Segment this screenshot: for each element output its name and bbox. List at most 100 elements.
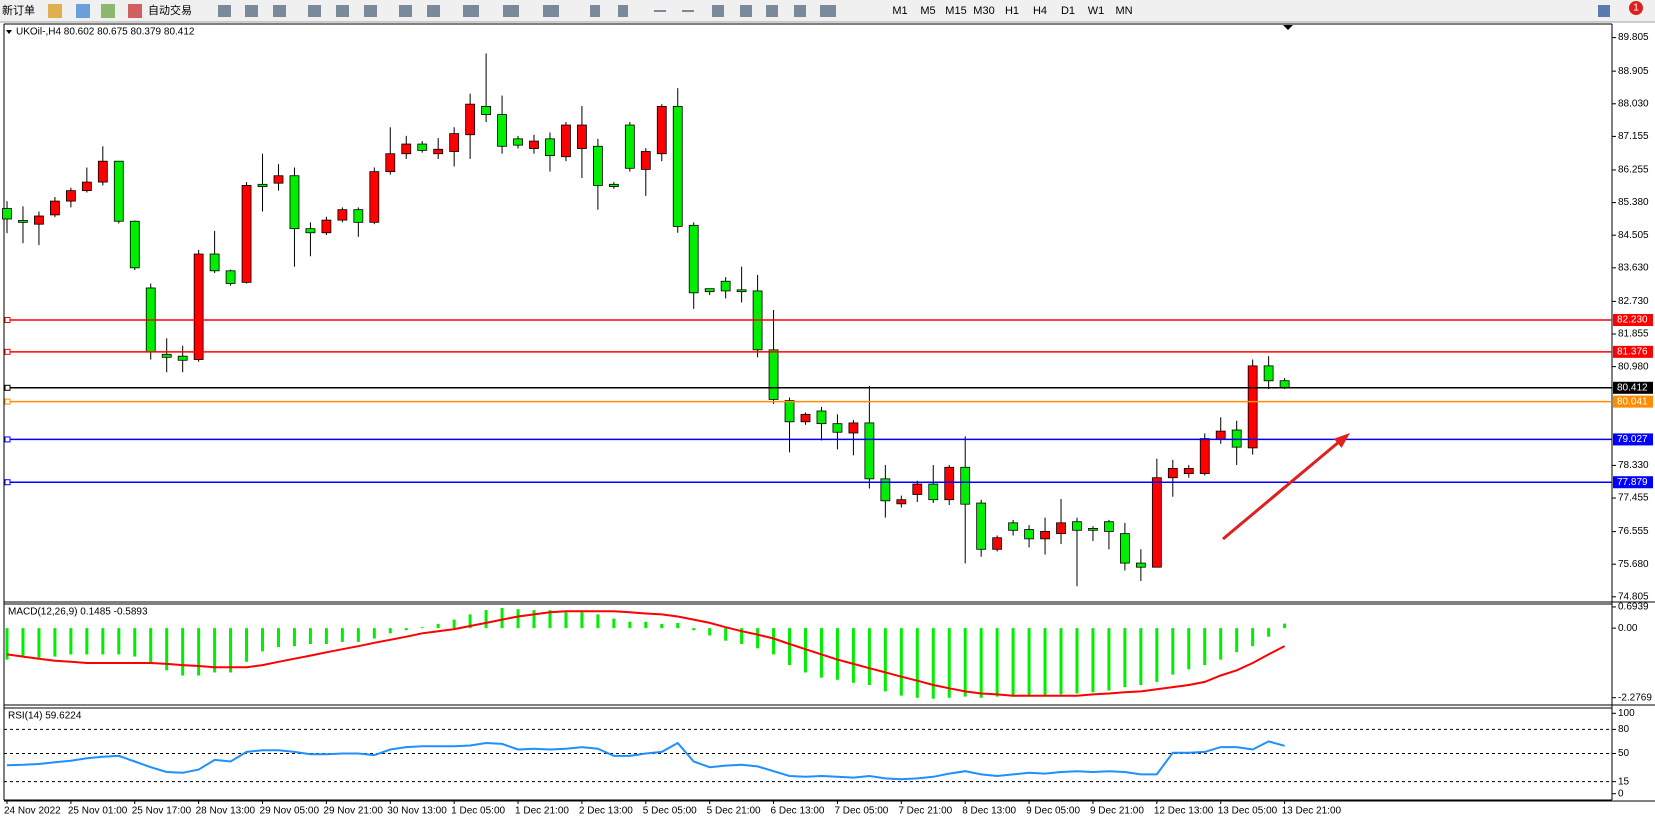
macd-bar	[772, 628, 776, 655]
candle-body	[640, 151, 651, 170]
candle-body	[704, 288, 715, 293]
candle-body	[289, 175, 300, 230]
macd-bar	[436, 623, 440, 629]
macd-bar	[899, 628, 903, 696]
icon	[101, 4, 115, 18]
candle-body	[880, 478, 891, 502]
candle-body	[273, 175, 284, 184]
candle-body	[1104, 521, 1114, 532]
macd-bar	[1219, 628, 1223, 660]
x-tick-label: 6 Dec 13:00	[771, 806, 825, 817]
macd-bar	[1011, 628, 1015, 697]
macd-bar	[612, 618, 616, 629]
candle-body	[353, 209, 364, 223]
macd-bar	[101, 628, 105, 655]
macd-bar	[420, 627, 424, 629]
macd-bar	[1043, 628, 1047, 696]
candle-body	[225, 270, 236, 284]
candle-body	[656, 105, 667, 155]
candle-body	[992, 537, 1003, 550]
macd-bar	[548, 610, 552, 629]
timeframe-button[interactable]: W1	[1088, 5, 1105, 17]
y-tick-label: 15	[1618, 776, 1630, 787]
candle-body	[2, 208, 12, 220]
indicator-label: UKOil-,H4 80.602 80.675 80.379 80.412	[16, 27, 195, 38]
macd-bar	[484, 610, 488, 629]
y-tick-label: 75.680	[1618, 559, 1649, 570]
candle-body	[1040, 531, 1050, 540]
candle-body	[912, 483, 923, 495]
timeframe-button[interactable]: H4	[1033, 5, 1047, 17]
macd-bar	[644, 621, 648, 629]
macd-bar	[1155, 628, 1159, 682]
price-level-tag	[1613, 433, 1653, 446]
indicator-line	[6, 740, 1285, 781]
new-order-button[interactable]: 新订单	[2, 3, 35, 17]
timeframe-button[interactable]: M30	[973, 5, 994, 17]
timeframe-button[interactable]: M15	[945, 5, 966, 17]
macd-bar	[1027, 628, 1031, 696]
search-icon[interactable]	[1598, 5, 1610, 17]
y-tick-label: 83.630	[1618, 262, 1649, 273]
price-level-handle	[4, 348, 11, 355]
candle-body	[832, 423, 843, 433]
macd-bar	[1171, 628, 1175, 675]
candle-body	[976, 502, 987, 550]
macd-bar	[53, 628, 57, 657]
y-tick-label: 77.455	[1618, 493, 1649, 504]
candle-body	[736, 289, 747, 293]
macd-bar	[756, 628, 760, 649]
macd-bar	[21, 628, 25, 657]
y-tick-label: 87.155	[1618, 131, 1649, 142]
candle-body	[321, 219, 332, 234]
candle-body	[768, 349, 779, 400]
y-tick-label: 88.905	[1618, 66, 1649, 77]
macd-bar	[628, 621, 632, 629]
macd-bar	[404, 628, 408, 631]
macd-bar	[165, 628, 169, 671]
candle-body	[1120, 533, 1130, 564]
candle-body	[800, 413, 811, 423]
candle-body	[1183, 467, 1194, 475]
x-tick-label: 13 Dec 05:00	[1218, 806, 1278, 817]
macd-bar	[37, 628, 41, 658]
macd-bar	[883, 628, 887, 692]
macd-bar	[1059, 628, 1063, 695]
candle-body	[34, 215, 44, 225]
y-tick-label: 76.555	[1618, 526, 1649, 537]
macd-bar	[500, 607, 504, 629]
timeframe-button[interactable]: H1	[1005, 5, 1019, 17]
macd-bar	[788, 628, 792, 666]
macd-bar	[740, 628, 744, 645]
timeframe-button[interactable]: M5	[920, 5, 935, 17]
candle-body	[1072, 521, 1082, 531]
timeframe-button[interactable]: D1	[1061, 5, 1075, 17]
icon	[128, 4, 142, 18]
candle-body	[433, 148, 444, 155]
y-tick-label: -2.2769	[1618, 692, 1652, 703]
notification-badge[interactable]	[1629, 1, 1643, 15]
candle-body	[129, 220, 140, 269]
price-level-handle	[4, 398, 11, 405]
candle-body	[1056, 522, 1066, 535]
price-level-tag	[1613, 381, 1653, 394]
candle-body	[209, 253, 220, 272]
y-tick-label: 0	[1618, 788, 1624, 799]
macd-bar	[1123, 628, 1127, 688]
candle-body	[465, 103, 476, 136]
candle-body	[1231, 429, 1242, 448]
macd-bar	[213, 628, 217, 673]
x-tick-label: 7 Dec 05:00	[834, 806, 888, 817]
timeframe-button[interactable]: MN	[1115, 5, 1132, 17]
y-tick-label: 50	[1618, 748, 1630, 759]
timeframe-button[interactable]: M1	[892, 5, 907, 17]
candle-body	[928, 483, 939, 501]
price-level-label: 80.041	[1617, 396, 1648, 407]
macd-bar	[580, 612, 584, 629]
auto-trading-button[interactable]: 自动交易	[148, 3, 192, 17]
price-level-label: 81.376	[1617, 346, 1648, 357]
candle-body	[449, 133, 460, 152]
y-tick-label: 78.330	[1618, 460, 1649, 471]
